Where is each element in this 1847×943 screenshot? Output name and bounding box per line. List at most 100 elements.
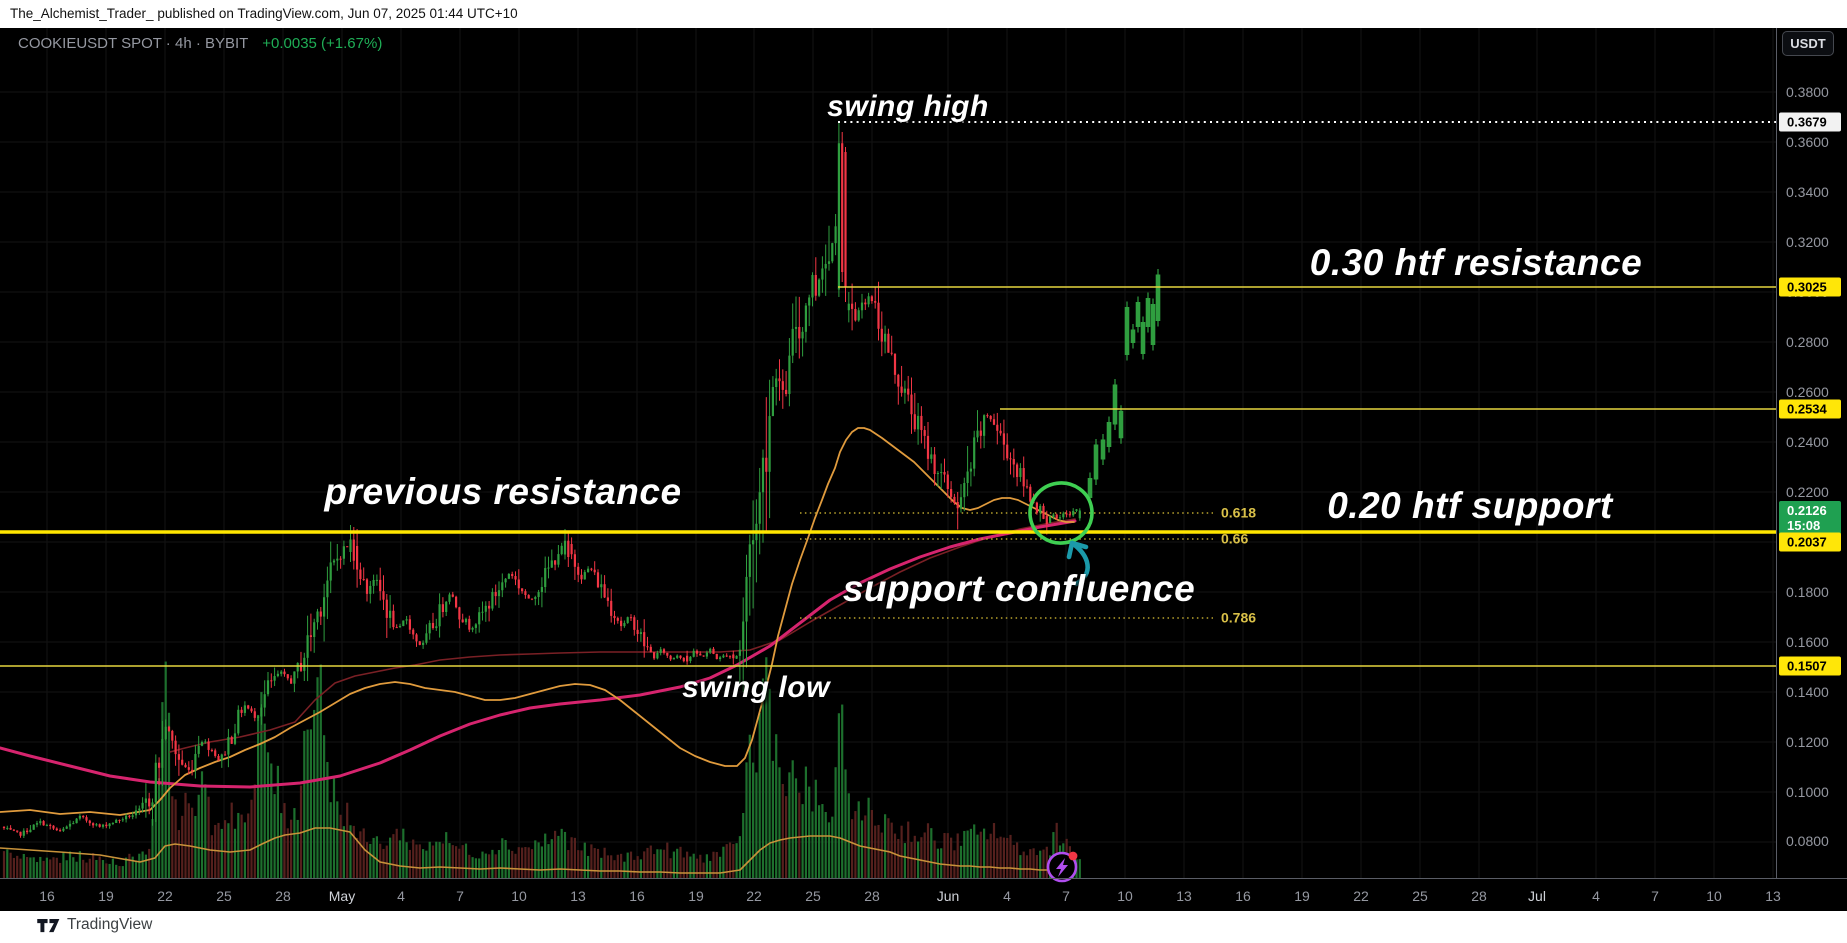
volume-bar [596,848,600,878]
candle-body [999,430,1002,434]
candle-body [398,626,402,628]
volume-bar [804,766,807,878]
volume-bar [233,828,237,878]
candle-body [382,591,385,600]
volume-bar [45,857,48,878]
candle-body [1035,502,1038,513]
candle-body [227,737,230,755]
candle-body [1016,464,1019,477]
candle-body [950,488,953,497]
volume-bar [290,819,293,878]
volume-bar [563,831,567,878]
price-tick-0.1400: 0.1400 [1786,684,1829,700]
time-tick-13: 13 [1176,888,1192,904]
volume-bar [732,844,735,878]
support-confluence-label: support confluence [842,568,1196,609]
candle-body [22,830,25,836]
candle-body [200,741,204,746]
volume-bar [422,849,425,878]
volume-bar [547,844,550,878]
volume-bar [540,846,543,878]
volume-bar [118,866,121,878]
candle-body [445,601,448,613]
volume-bar [573,837,576,878]
volume-bar [808,786,811,878]
volume-bar [359,831,362,878]
candle-body [761,457,765,493]
price-label-0.3025: 0.3025 [1779,277,1841,297]
ma-orange-line [0,427,1075,816]
volume-bar [587,855,590,878]
price-axis[interactable]: 0.38000.36000.34000.32000.30000.28000.26… [1776,28,1847,878]
volume-bar [507,849,510,878]
time-axis[interactable]: 16 19 22 25 28 May 4 7 10 13 16 19 22 25 28 Jun 4 7 10 13 16… [0,878,1847,911]
volume-pane [2,657,1081,878]
volume-bar [831,816,834,878]
candle-body [144,798,147,803]
candle-body [497,590,501,597]
flash-marker-icon[interactable] [1046,851,1078,883]
candle-body [471,627,474,630]
volume-bar [451,845,454,878]
candle-body [276,673,279,677]
volume-bar [148,848,151,878]
tradingview-brand-text: TradingView [67,916,153,933]
candle-body [973,437,976,469]
volume-bar [138,853,141,878]
volume-bar [187,803,190,878]
tradingview-home-link[interactable]: TradingView [37,916,152,934]
volume-bar [72,857,75,878]
candle-body [9,827,12,830]
price-tick-0.1600: 0.1600 [1786,634,1829,650]
volume-bar [92,853,95,878]
volume-bar [306,729,309,878]
volume-bar [560,828,563,878]
volume-bar [686,851,689,878]
candle-body [643,632,646,647]
candle-body [544,568,547,588]
volume-bar [286,828,289,878]
volume-bar [557,835,560,878]
candle-body [547,567,550,569]
candle-body [1062,513,1065,518]
volume-bar [68,851,72,878]
volume-bar [1025,855,1029,878]
volume-bar [78,851,81,878]
volume-bar [468,854,471,878]
candle-body [963,482,966,498]
candle-body [577,566,580,575]
volume-bar [372,837,375,878]
volume-bar [167,712,171,878]
candle-body [748,544,751,577]
volume-bar [583,842,586,878]
candle-body [732,654,735,659]
candle-body [464,618,468,623]
currency-toggle-button[interactable]: USDT [1782,31,1834,56]
candle-body [864,302,867,305]
volume-bar [963,830,966,878]
volume-bar [448,843,451,878]
volume-bar [1032,848,1035,878]
volume-bar [62,852,65,878]
volume-bar [530,849,534,878]
candle-body [12,829,15,831]
candle-body [507,573,510,579]
volume-bar [299,785,303,878]
time-tick-25: 25 [1412,888,1428,904]
volume-bar [844,769,847,878]
volume-bar [375,836,378,878]
candle-body [204,741,207,743]
volume-bar [111,858,114,878]
volume-bar [250,799,253,878]
volume-bar [920,837,923,878]
candle-body [692,650,695,657]
candle-body [283,671,286,675]
candle-body [372,580,375,586]
price-chart-canvas[interactable]: 0.618 0.66 0.786 [0,28,1847,911]
candle-body [672,657,675,660]
volume-bar [329,802,332,878]
candle-body [870,296,873,302]
volume-bar [798,792,801,878]
candle-body [913,414,916,430]
candle-body [603,584,606,598]
